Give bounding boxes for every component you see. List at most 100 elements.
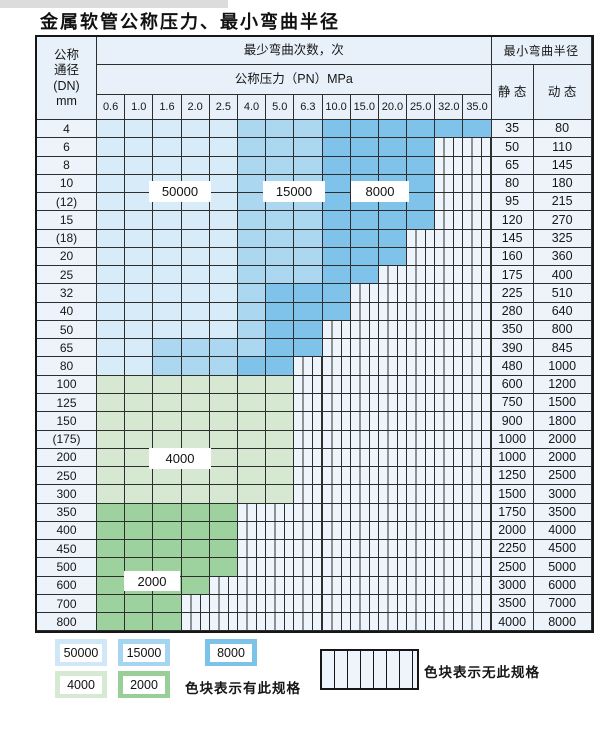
static-radius-cell: 1250 (491, 467, 534, 486)
no-spec-cell (237, 594, 267, 614)
no-spec-cell (294, 467, 323, 486)
spec-zone-cell-2000 (181, 576, 210, 595)
dynamic-radius-cell: 215 (533, 193, 592, 212)
no-spec-cell (294, 594, 323, 614)
no-spec-cell (435, 211, 464, 230)
static-radius-cell: 2500 (491, 558, 534, 577)
static-radius-cell: 80 (491, 174, 534, 194)
no-spec-cell (350, 485, 379, 504)
no-spec-cell (350, 594, 379, 614)
spec-zone-cell-2000 (97, 521, 126, 541)
spec-zone-cell-8000 (266, 302, 295, 321)
static-radius-cell: 3000 (491, 576, 534, 595)
legend-swatch-4000: 4000 (55, 671, 107, 698)
dn-cell: 20 (37, 247, 97, 267)
no-spec-cell (463, 320, 492, 340)
dynamic-radius-cell: 2500 (533, 467, 592, 486)
spec-zone-cell-2000 (181, 521, 210, 541)
pressure-header-cell: 4.0 (237, 95, 267, 120)
spec-zone-cell-8000 (407, 156, 436, 175)
pressure-header-cell: 10.0 (322, 95, 351, 120)
spec-zone-cell-15000 (294, 229, 323, 248)
no-spec-cell (435, 576, 464, 595)
spec-zone-cell-15000 (237, 302, 267, 321)
no-spec-cell (435, 430, 464, 449)
spec-zone-cell-4000 (266, 412, 295, 431)
spec-zone-cell-4000 (209, 375, 238, 394)
static-radius-cell: 160 (491, 247, 534, 267)
spec-zone-cell-50000 (125, 211, 154, 230)
no-spec-cell (350, 558, 379, 577)
spec-zone-cell-8000 (294, 284, 323, 303)
spec-zone-cell-2000 (97, 558, 126, 577)
pressure-header-cell: 1.6 (153, 95, 182, 120)
pressure-header-cell: 2.5 (209, 95, 238, 120)
zone-label-8000: 8000 (351, 181, 409, 202)
spec-zone-cell-50000 (209, 156, 238, 175)
spec-zone-cell-15000 (237, 247, 267, 267)
spec-zone-cell-4000 (181, 430, 210, 449)
no-spec-cell (463, 339, 492, 358)
spec-zone-cell-50000 (153, 156, 182, 175)
spec-zone-cell-8000 (322, 211, 351, 230)
no-spec-cell (378, 594, 408, 614)
spec-zone-cell-8000 (350, 229, 379, 248)
no-spec-cell (294, 357, 323, 376)
spec-zone-cell-50000 (125, 339, 154, 358)
dn-cell: (175) (37, 430, 97, 449)
spec-zone-cell-8000 (322, 156, 351, 175)
spec-zone-cell-50000 (125, 247, 154, 267)
static-radius-cell: 1000 (491, 448, 534, 468)
dn-cell: 250 (37, 467, 97, 486)
no-spec-cell (378, 339, 408, 358)
no-spec-cell (350, 320, 379, 340)
no-spec-cell (350, 503, 379, 522)
spec-zone-cell-8000 (407, 138, 436, 157)
dn-cell: 800 (37, 613, 97, 632)
no-spec-cell (322, 357, 351, 376)
no-spec-cell (237, 613, 267, 632)
spec-zone-cell-4000 (266, 467, 295, 486)
spec-zone-cell-4000 (153, 485, 182, 504)
no-spec-cell (407, 576, 436, 595)
dynamic-radius-cell: 180 (533, 174, 592, 194)
scan-artifact-strip (0, 0, 228, 8)
no-spec-cell (435, 266, 464, 285)
spec-zone-cell-50000 (153, 211, 182, 230)
spec-zone-cell-4000 (97, 448, 126, 468)
dn-cell: 8 (37, 156, 97, 175)
legend-swatch-8000: 8000 (205, 639, 257, 666)
legend-has-spec-text: 色块表示有此规格 (185, 681, 301, 696)
spec-zone-cell-50000 (209, 120, 238, 139)
pressure-header-cell: 32.0 (435, 95, 464, 120)
no-spec-cell (435, 540, 464, 559)
spec-zone-cell-8000 (378, 247, 408, 267)
spec-zone-cell-15000 (237, 174, 267, 194)
no-spec-cell (294, 558, 323, 577)
spec-zone-cell-4000 (237, 467, 267, 486)
no-spec-cell (209, 594, 238, 614)
dynamic-radius-cell: 640 (533, 302, 592, 321)
spec-zone-cell-8000 (435, 120, 464, 139)
no-spec-cell (322, 485, 351, 504)
spec-zone-cell-8000 (322, 120, 351, 139)
spec-zone-cell-50000 (209, 302, 238, 321)
spec-zone-cell-4000 (125, 430, 154, 449)
no-spec-cell (407, 284, 436, 303)
spec-zone-cell-4000 (266, 448, 295, 468)
spec-zone-cell-50000 (97, 120, 126, 139)
static-radius-cell: 2250 (491, 540, 534, 559)
spec-zone-cell-2000 (125, 521, 154, 541)
no-spec-cell (407, 558, 436, 577)
no-spec-cell (463, 393, 492, 413)
dynamic-radius-cell: 80 (533, 120, 592, 139)
legend-swatch-2000: 2000 (118, 671, 170, 698)
dn-cell: (18) (37, 229, 97, 248)
spec-zone-cell-8000 (407, 120, 436, 139)
no-spec-cell (435, 284, 464, 303)
no-spec-cell (435, 320, 464, 340)
dynamic-radius-cell: 8000 (533, 613, 592, 632)
dn-cell: 200 (37, 448, 97, 468)
no-spec-cell (237, 558, 267, 577)
spec-zone-cell-15000 (153, 339, 182, 358)
